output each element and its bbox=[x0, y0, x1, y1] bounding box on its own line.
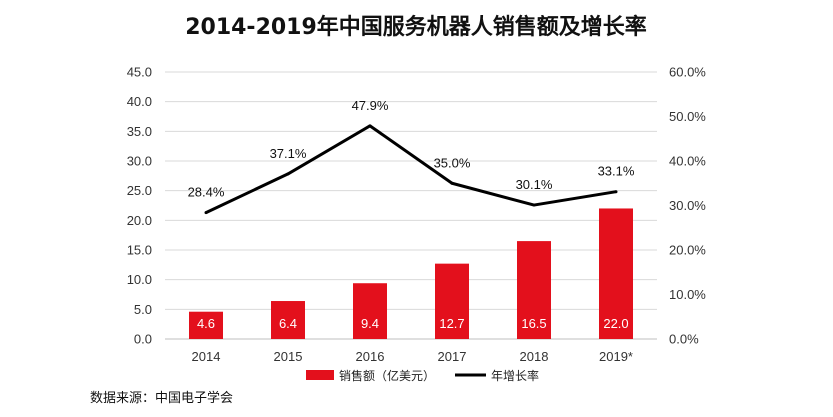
line-value-label: 47.9% bbox=[352, 98, 389, 113]
line-value-label: 37.1% bbox=[270, 146, 307, 161]
y-right-tick-label: 0.0% bbox=[669, 332, 699, 347]
bar bbox=[599, 208, 633, 339]
bar bbox=[271, 301, 305, 339]
y-left-tick-label: 0.0 bbox=[134, 332, 152, 347]
legend: 销售额（亿美元） 年增长率 bbox=[306, 368, 539, 383]
legend-bar-swatch bbox=[306, 370, 334, 380]
y-left-tick-label: 5.0 bbox=[134, 302, 152, 317]
x-axis: 2014 2015 2016 2017 2018 2019* bbox=[192, 349, 633, 364]
line-point bbox=[204, 211, 208, 215]
x-tick-label: 2016 bbox=[356, 349, 385, 364]
line-value-label: 28.4% bbox=[188, 185, 225, 200]
y-right-tick-label: 10.0% bbox=[669, 287, 706, 302]
bar-value-label: 6.4 bbox=[279, 316, 297, 331]
x-tick-label: 2017 bbox=[438, 349, 467, 364]
bar-value-label: 12.7 bbox=[439, 316, 464, 331]
legend-line-label: 年增长率 bbox=[491, 368, 539, 383]
x-tick-label: 2018 bbox=[520, 349, 549, 364]
y-left-tick-label: 30.0 bbox=[127, 154, 152, 169]
line-point bbox=[286, 172, 290, 176]
bar bbox=[353, 283, 387, 339]
growth-line bbox=[205, 124, 617, 214]
legend-bar-label: 销售额（亿美元） bbox=[339, 368, 435, 383]
bar bbox=[435, 263, 469, 339]
line-point bbox=[450, 181, 454, 185]
y-left-tick-label: 35.0 bbox=[127, 124, 152, 139]
x-tick-label: 2014 bbox=[192, 349, 221, 364]
bar-value-label: 16.5 bbox=[521, 316, 546, 331]
y-left-tick-label: 45.0 bbox=[127, 65, 152, 80]
x-tick-label: 2015 bbox=[274, 349, 303, 364]
y-right-tick-label: 20.0% bbox=[669, 243, 706, 258]
line-series: 28.4% 37.1% 47.9% 35.0% 30.1% 33.1% bbox=[188, 98, 635, 215]
line-value-label: 30.1% bbox=[516, 177, 553, 192]
y-axis-left: 0.0 5.0 10.0 15.0 20.0 25.0 30.0 35.0 40.0 45.0 bbox=[127, 65, 152, 347]
bar-value-label: 9.4 bbox=[361, 316, 379, 331]
line-point bbox=[368, 124, 372, 128]
line-point bbox=[532, 203, 536, 207]
y-left-tick-label: 15.0 bbox=[127, 243, 152, 258]
x-tick-label: 2019* bbox=[599, 349, 633, 364]
y-left-tick-label: 25.0 bbox=[127, 183, 152, 198]
chart-title: 2014-2019年中国服务机器人销售额及增长率 bbox=[185, 14, 647, 40]
y-axis-right: 0.0% 10.0% 20.0% 30.0% 40.0% 50.0% 60.0% bbox=[669, 65, 706, 347]
line-value-label: 33.1% bbox=[598, 164, 635, 179]
y-right-tick-label: 60.0% bbox=[669, 65, 706, 80]
line-point bbox=[614, 190, 618, 194]
bar-series: 4.6 6.4 9.4 12.7 16.5 22.0 bbox=[189, 208, 633, 339]
bar-value-label: 22.0 bbox=[603, 316, 628, 331]
line-value-label: 35.0% bbox=[434, 155, 471, 170]
y-left-tick-label: 40.0 bbox=[127, 94, 152, 109]
bar bbox=[517, 241, 551, 339]
y-right-tick-label: 30.0% bbox=[669, 198, 706, 213]
gridlines bbox=[165, 71, 657, 340]
source-note: 数据来源：中国电子学会 bbox=[90, 390, 233, 406]
y-right-tick-label: 40.0% bbox=[669, 154, 706, 169]
y-left-tick-label: 10.0 bbox=[127, 272, 152, 287]
bar-value-label: 4.6 bbox=[197, 316, 215, 331]
y-left-tick-label: 20.0 bbox=[127, 213, 152, 228]
y-right-tick-label: 50.0% bbox=[669, 109, 706, 124]
bar bbox=[189, 311, 223, 339]
